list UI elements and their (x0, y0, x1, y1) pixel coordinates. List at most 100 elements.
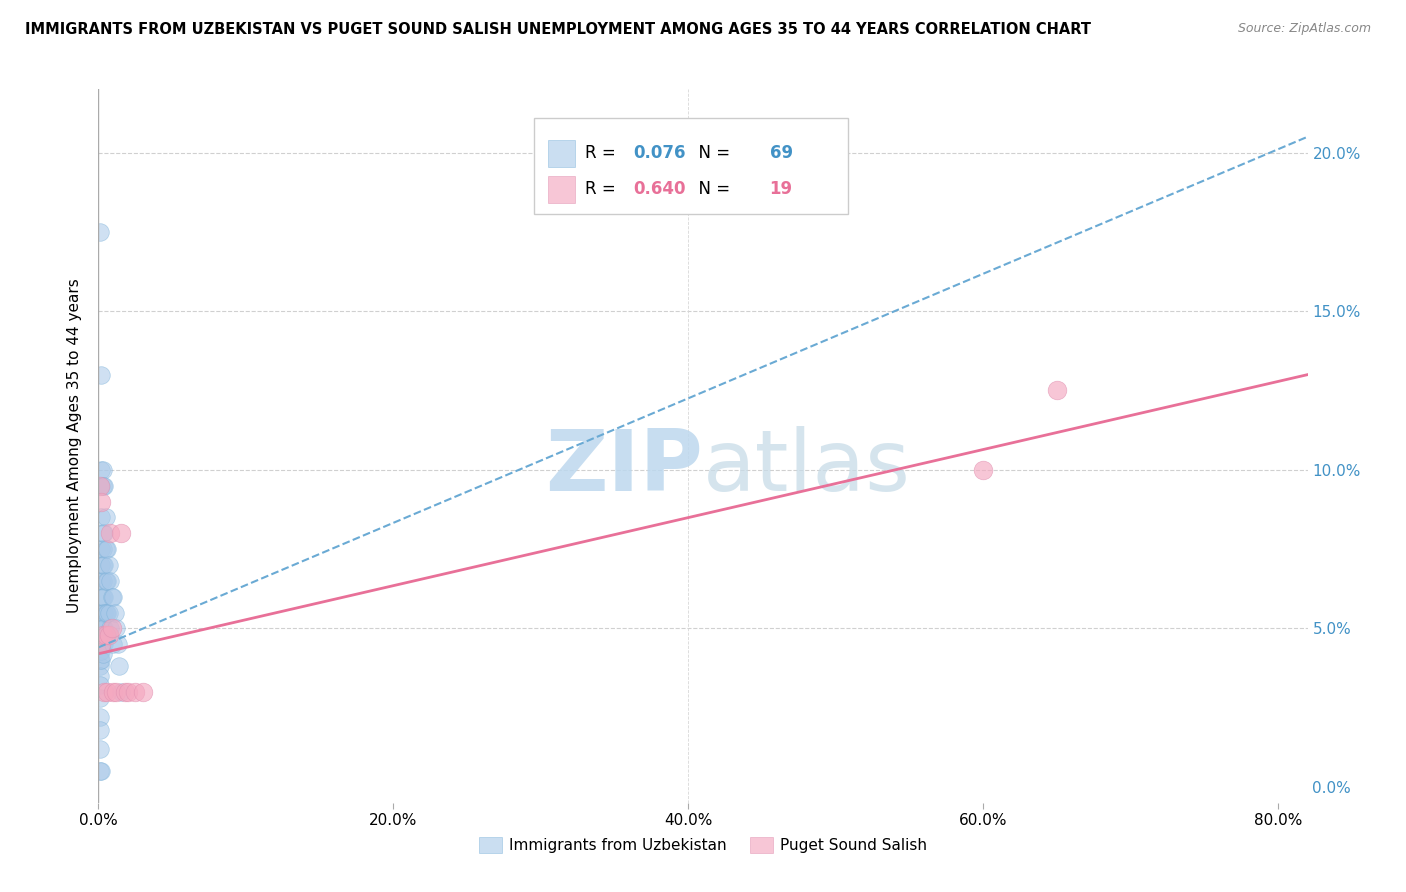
Point (90, 463, 112, 477)
Point (90, 590, 112, 604)
Point (90, 558, 112, 572)
Point (91, 526, 114, 541)
Text: Source: ZipAtlas.com: Source: ZipAtlas.com (1237, 22, 1371, 36)
Bar (548, 176, 575, 202)
Bar (548, 140, 575, 167)
Point (90, 510, 112, 524)
Point (90, 634, 112, 648)
Point (104, 606, 127, 620)
Point (91, 606, 114, 620)
Point (100, 590, 122, 604)
Text: 69: 69 (769, 145, 793, 162)
Text: ZIP: ZIP (546, 425, 703, 509)
Point (94, 510, 117, 524)
Point (94, 574, 117, 588)
Point (101, 590, 124, 604)
Point (96, 606, 118, 620)
Point (90, 628, 112, 642)
Point (98, 526, 121, 541)
Point (93, 478, 115, 492)
Point (93, 621, 115, 635)
Point (124, 685, 146, 699)
Legend: Immigrants from Uzbekistan, Puget Sound Salish: Immigrants from Uzbekistan, Puget Sound … (472, 831, 934, 859)
Point (93, 526, 115, 541)
Text: 0.640: 0.640 (633, 180, 685, 198)
Point (105, 621, 128, 635)
Point (94, 606, 117, 620)
Point (90, 764, 112, 778)
Point (93, 685, 115, 699)
Point (105, 685, 128, 699)
Point (91, 478, 114, 492)
Point (93, 606, 115, 620)
Point (90, 606, 112, 620)
Point (90, 542, 112, 557)
Point (91, 558, 114, 572)
Point (94, 542, 117, 557)
Point (91, 621, 114, 635)
Point (110, 685, 132, 699)
Text: R =: R = (585, 145, 620, 162)
Text: atlas: atlas (703, 425, 911, 509)
Point (96, 542, 118, 557)
Point (90, 653, 112, 667)
Point (91, 463, 114, 477)
Text: 0.076: 0.076 (633, 145, 685, 162)
Text: R =: R = (585, 180, 620, 198)
Text: N =: N = (689, 180, 735, 198)
Point (101, 637, 124, 651)
Point (90, 621, 112, 635)
Point (93, 590, 115, 604)
Point (108, 659, 131, 673)
Point (89, 669, 111, 683)
Y-axis label: Unemployment Among Ages 35 to 44 years: Unemployment Among Ages 35 to 44 years (67, 278, 83, 614)
Point (91, 628, 114, 642)
Point (91, 637, 114, 651)
Text: 19: 19 (769, 180, 793, 198)
Point (89, 764, 111, 778)
Point (98, 621, 121, 635)
Point (89, 710, 111, 724)
Point (972, 463, 994, 477)
Point (89, 478, 111, 492)
Point (90, 637, 112, 651)
Point (114, 685, 136, 699)
Point (107, 637, 129, 651)
Point (90, 494, 112, 508)
Point (89, 637, 111, 651)
Point (117, 685, 139, 699)
Point (97, 628, 120, 642)
Point (89, 621, 111, 635)
Point (91, 590, 114, 604)
Point (1046, 384, 1069, 398)
Point (93, 558, 115, 572)
Point (97, 606, 120, 620)
Point (96, 685, 118, 699)
Point (93, 637, 115, 651)
Point (90, 615, 112, 629)
Point (89, 653, 111, 667)
Point (89, 691, 111, 706)
Point (100, 621, 122, 635)
FancyBboxPatch shape (534, 118, 848, 214)
Point (90, 368, 112, 382)
Point (91, 628, 114, 642)
Point (89, 659, 111, 673)
Point (90, 643, 112, 657)
Text: N =: N = (689, 145, 735, 162)
Point (89, 723, 111, 737)
Point (110, 526, 132, 541)
Point (89, 678, 111, 692)
Point (96, 574, 118, 588)
Point (91, 574, 114, 588)
Point (91, 542, 114, 557)
Point (90, 478, 112, 492)
Point (94, 628, 117, 642)
Point (89, 225, 111, 239)
Point (89, 742, 111, 756)
Point (101, 685, 124, 699)
Text: IMMIGRANTS FROM UZBEKISTAN VS PUGET SOUND SALISH UNEMPLOYMENT AMONG AGES 35 TO 4: IMMIGRANTS FROM UZBEKISTAN VS PUGET SOUN… (25, 22, 1091, 37)
Point (97, 558, 120, 572)
Point (131, 685, 153, 699)
Point (89, 643, 111, 657)
